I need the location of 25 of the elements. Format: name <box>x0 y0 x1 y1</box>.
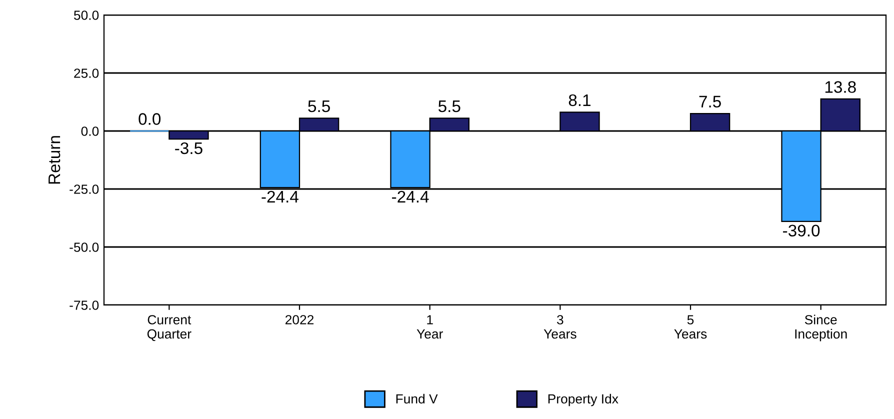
y-tick-label: -25.0 <box>70 184 99 194</box>
x-tick-label: Current Quarter <box>147 315 192 341</box>
x-tick-label: 5 Years <box>674 315 707 339</box>
data-label: -24.4 <box>262 190 298 202</box>
x-tick-label: 3 Years <box>544 315 576 339</box>
y-tick-label: -75.0 <box>70 300 99 310</box>
data-label: -24.4 <box>392 190 429 202</box>
y-tick-label: 25.0 <box>74 68 99 78</box>
y-tick-label: 50.0 <box>74 10 99 20</box>
data-label: 8.1 <box>568 94 590 106</box>
data-label: 5.5 <box>308 100 330 112</box>
x-tick-label: 1 Year <box>416 315 443 339</box>
legend-label: Property Idx <box>548 394 618 406</box>
y-axis-title: Return <box>48 136 60 184</box>
data-label: 5.5 <box>438 100 460 112</box>
data-label: 0.0 <box>138 113 161 125</box>
x-tick-label: Since Inception <box>795 314 847 342</box>
data-label: -39.0 <box>783 224 820 236</box>
y-tick-label: 0.0 <box>81 126 99 136</box>
y-tick-label: -50.0 <box>70 242 99 252</box>
data-label: -3.5 <box>175 142 202 154</box>
data-label: 7.5 <box>699 96 721 108</box>
legend-label: Fund V <box>396 394 438 404</box>
x-tick-label: 2022 <box>285 315 314 324</box>
data-label: 13.8 <box>825 81 856 93</box>
